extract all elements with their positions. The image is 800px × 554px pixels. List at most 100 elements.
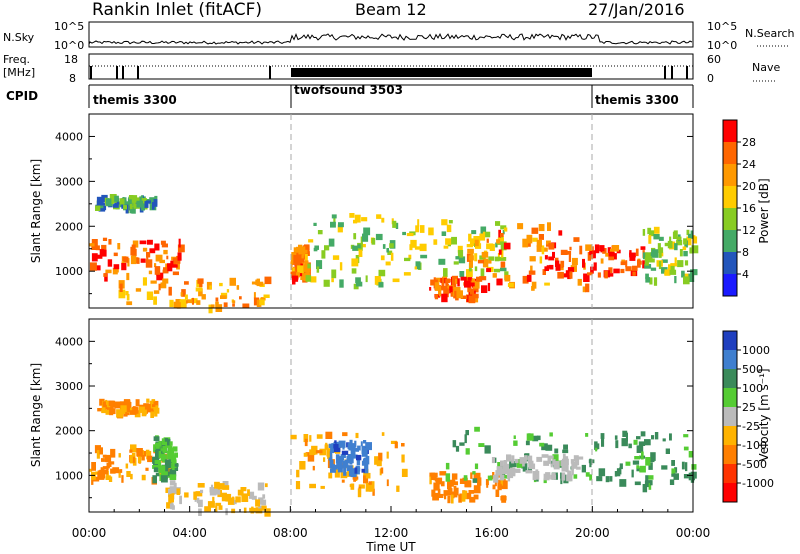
y-tick-label: 3000 [55, 175, 83, 188]
echo-cell [517, 223, 524, 230]
echo-region [429, 471, 508, 504]
echo-cell [381, 432, 385, 436]
echo-cell [303, 452, 308, 457]
echo-cell [125, 463, 129, 469]
echo-cell [305, 275, 312, 282]
echo-cell [502, 465, 509, 475]
echo-cell [122, 256, 129, 263]
echo-cell [105, 409, 111, 415]
echo-cell [673, 473, 679, 480]
echo-cell [432, 473, 435, 481]
echo-cell [144, 201, 149, 208]
echo-cell [554, 448, 559, 454]
echo-cell [511, 459, 514, 464]
cpid-label: CPID [6, 89, 38, 103]
echo-cell [671, 460, 675, 466]
echo-cell [351, 258, 359, 267]
echo-cell [561, 472, 566, 481]
echo-cell [687, 273, 695, 282]
echo-cell [519, 457, 526, 464]
colorbar-tick-label: 16 [742, 202, 756, 215]
echo-cell [337, 465, 343, 473]
echo-cell [650, 452, 656, 461]
echo-cell [613, 268, 620, 274]
echo-cell [690, 269, 694, 278]
echo-cell [550, 463, 553, 468]
echo-cell [455, 445, 460, 452]
echo-cell [511, 455, 515, 461]
echo-cell [200, 489, 204, 494]
echo-cell [673, 230, 678, 238]
echo-cell [235, 496, 241, 503]
echo-cell [153, 290, 160, 294]
echo-cell [619, 479, 627, 487]
echo-cell [348, 442, 352, 451]
echo-cell [495, 242, 498, 248]
colorbar-tick-label: 24 [742, 158, 756, 171]
echo-cell [187, 299, 193, 304]
echo-cell [464, 434, 467, 444]
echo-cell [364, 464, 369, 474]
velocity-colorbar: 1000 500 100 25 -25 -100 -500 -1000 [722, 330, 774, 503]
colorbar-tick-label: -100 [742, 439, 767, 452]
echo-cell [565, 463, 569, 473]
echo-cell [402, 231, 406, 236]
echo-cell [445, 473, 451, 482]
echo-cell [506, 474, 514, 479]
echo-cell [146, 450, 152, 460]
echo-cell [497, 462, 501, 468]
echo-cell [101, 405, 106, 412]
echo-cell [639, 465, 646, 473]
echo-cell [342, 432, 348, 437]
echo-cell [154, 459, 161, 464]
echo-cell [497, 483, 502, 491]
echo-cell [648, 230, 655, 237]
echo-cell [118, 289, 126, 299]
echo-cell [585, 472, 590, 477]
echo-cell [132, 456, 135, 463]
echo-cell [124, 197, 127, 205]
echo-cell [429, 287, 432, 291]
echo-cell [500, 267, 507, 272]
echo-cell [451, 494, 454, 504]
echo-cell [661, 259, 668, 263]
echo-cell [460, 295, 468, 299]
echo-cell [308, 239, 314, 243]
echo-cell [363, 458, 368, 466]
echo-cell [522, 463, 528, 472]
echo-cell [374, 276, 381, 285]
echo-cell [333, 444, 338, 449]
echo-cell [309, 483, 316, 489]
echo-cell [309, 435, 312, 442]
echo-cell [155, 254, 163, 262]
echo-cell [608, 252, 615, 257]
echo-cell [401, 468, 408, 477]
echo-region [594, 430, 697, 493]
echo-cell [642, 484, 648, 493]
echo-cell [491, 457, 495, 464]
echo-cell [583, 273, 590, 282]
echo-cell [335, 454, 340, 464]
echo-cell [163, 249, 168, 255]
echo-cell [168, 286, 172, 296]
colorbar-swatch [723, 274, 737, 297]
echo-cell [492, 273, 497, 278]
echo-cell [403, 272, 411, 276]
echo-cell [108, 476, 113, 482]
echo-cell [132, 407, 139, 414]
colorbar-swatch [723, 369, 737, 389]
echo-cell [181, 289, 186, 297]
echo-cell [309, 449, 316, 456]
echo-cell [198, 499, 203, 508]
nsky-tick-bottom: 10^0 [54, 39, 84, 52]
echo-cell [204, 506, 211, 512]
echo-cell [574, 458, 580, 466]
echo-cell [474, 463, 479, 470]
echo-cell [160, 282, 167, 289]
echo-cell [468, 490, 475, 494]
echo-cell [126, 272, 130, 281]
echo-cell [562, 453, 566, 461]
echo-cell [91, 476, 94, 485]
echo-cell [263, 294, 270, 298]
echo-cell [139, 240, 147, 245]
